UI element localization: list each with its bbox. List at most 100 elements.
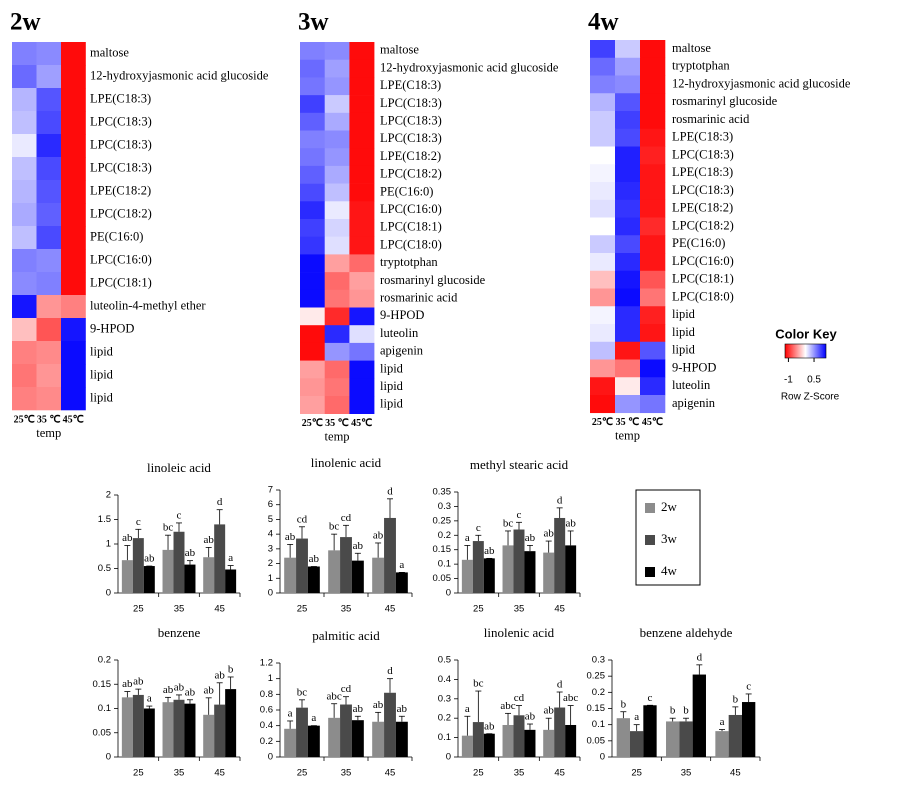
- row-label: rosmarinic acid: [380, 291, 458, 305]
- significance-letter: ab: [174, 681, 185, 693]
- heatmap-cell: [590, 164, 616, 183]
- significance-letter: a: [288, 707, 293, 719]
- color-key-title: Color Key: [775, 326, 837, 341]
- heatmap-cell: [324, 272, 350, 291]
- legend-label: 2w: [661, 499, 678, 514]
- significance-letter: c: [648, 692, 653, 704]
- bar: [340, 537, 352, 593]
- bar: [162, 549, 174, 593]
- y-tick-label: 0.25: [587, 671, 606, 682]
- row-label: LPC(C16:0): [90, 252, 152, 266]
- heatmap-cell: [324, 42, 350, 60]
- heatmap-cell: [349, 360, 375, 379]
- y-tick-label: 0.2: [592, 687, 605, 698]
- bar: [284, 557, 297, 593]
- x-tick-label: 35: [514, 768, 525, 779]
- significance-letter: ab: [309, 553, 320, 565]
- y-tick-label: 5: [268, 514, 273, 525]
- heatmap-cell: [349, 325, 375, 344]
- significance-letter: ab: [122, 678, 133, 690]
- heatmap-cell: [590, 341, 616, 360]
- significance-letter: b: [683, 705, 689, 717]
- bar: [741, 702, 756, 757]
- bar: [173, 531, 185, 593]
- heatmap-cell: [640, 270, 666, 289]
- significance-letter: bc: [329, 521, 340, 533]
- row-label: lipid: [380, 361, 404, 375]
- bar: [524, 551, 536, 593]
- heatmap-cell: [61, 65, 86, 89]
- column-label: 25℃: [592, 417, 613, 428]
- bar: [524, 729, 536, 757]
- row-label: apigenin: [380, 344, 424, 358]
- row-label: LPE(C18:3): [380, 78, 441, 92]
- significance-letter: ab: [373, 699, 384, 711]
- heatmap-cell: [615, 235, 641, 254]
- bar: [225, 569, 237, 593]
- bar: [565, 545, 577, 593]
- heatmap-cell: [615, 111, 641, 130]
- heatmap-cell: [349, 183, 375, 202]
- heatmap-title: 3w: [298, 9, 329, 36]
- significance-letter: a: [465, 703, 470, 715]
- row-label: 12-hydroxyjasmonic acid glucoside: [380, 60, 559, 74]
- chart-title: palmitic acid: [312, 628, 380, 643]
- bar: [461, 735, 473, 757]
- significance-letter: ab: [185, 686, 196, 698]
- bar: [679, 721, 693, 757]
- heatmap-cell: [12, 387, 37, 411]
- heatmap-cell: [61, 111, 86, 135]
- column-label: 45℃: [642, 417, 663, 428]
- heatmap-cell: [300, 42, 325, 60]
- row-label: rosmarinic acid: [672, 112, 750, 126]
- heatmap-cell: [590, 182, 616, 201]
- y-tick-label: 0: [268, 752, 273, 763]
- row-label: LPC(C18:1): [380, 220, 442, 234]
- x-tick-label: 25: [631, 768, 642, 779]
- heatmap-cell: [615, 93, 641, 112]
- heatmap-cell: [12, 180, 37, 204]
- row-label: LPC(C18:3): [380, 131, 442, 145]
- significance-letter: a: [147, 693, 152, 705]
- heatmap-cell: [324, 254, 350, 273]
- significance-letter: cd: [341, 512, 352, 524]
- heatmap-cell: [349, 59, 375, 78]
- heatmap-cell: [590, 377, 616, 396]
- chart-title: linolenic acid: [484, 625, 555, 640]
- bar: [214, 704, 226, 757]
- heatmap-cell: [615, 253, 641, 272]
- heatmap-cell: [324, 130, 350, 149]
- significance-letter: a: [311, 712, 316, 724]
- bar: [162, 702, 174, 757]
- heatmap-cell: [61, 226, 86, 250]
- heatmap-cell: [349, 254, 375, 273]
- y-tick-label: 2: [268, 558, 273, 569]
- y-tick-label: 0.05: [93, 727, 112, 738]
- heatmap-cell: [349, 236, 375, 255]
- bar: [372, 557, 385, 593]
- heatmap-cell: [300, 130, 325, 149]
- heatmap-cell: [12, 111, 37, 135]
- heatmap-cell: [590, 395, 616, 414]
- heatmap-cell: [300, 254, 325, 273]
- heatmap-cell: [61, 272, 86, 296]
- row-label: maltose: [672, 41, 711, 55]
- heatmap-cell: [349, 272, 375, 291]
- heatmap-cell: [615, 199, 641, 218]
- column-label: 25℃: [14, 414, 35, 425]
- heatmap-cell: [615, 270, 641, 289]
- significance-letter: d: [697, 651, 703, 663]
- y-tick-label: 0.1: [438, 732, 451, 743]
- significance-letter: d: [557, 679, 563, 691]
- significance-letter: ab: [484, 545, 495, 557]
- heatmap-cell: [12, 295, 37, 319]
- row-label: LPE(C18:2): [672, 201, 733, 215]
- heatmap-cell: [61, 42, 86, 66]
- heatmap-cell: [349, 148, 375, 167]
- y-tick-label: 0.1: [98, 703, 111, 714]
- heatmap-cell: [12, 318, 37, 342]
- heatmap-cell: [36, 111, 62, 135]
- heatmap-cell: [615, 164, 641, 183]
- x-tick-label: 25: [133, 604, 144, 615]
- row-label: LPC(C18:2): [90, 206, 152, 220]
